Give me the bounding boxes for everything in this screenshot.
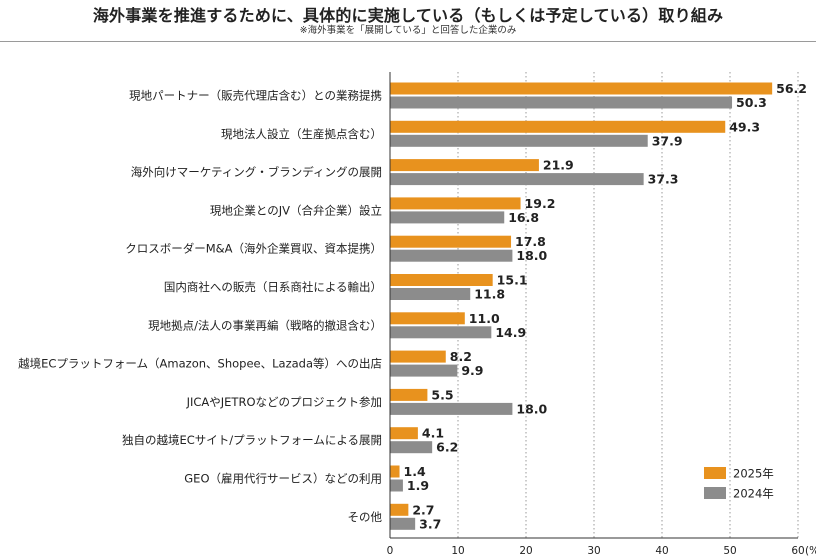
- category-label: 現地法人設立（生産拠点含む）: [221, 127, 382, 141]
- bar-2024: [390, 134, 648, 147]
- bar-2024: [390, 211, 505, 224]
- legend-swatch-2024: [704, 487, 726, 499]
- category-label: 現地パートナー（販売代理店含む）との業務提携: [129, 89, 382, 103]
- category-label: 海外向けマーケティング・ブランディングの展開: [131, 165, 382, 179]
- value-label: 49.3: [729, 119, 760, 134]
- category-label: クロスボーダーM&A（海外企業買収、資本提携）: [125, 242, 382, 256]
- bar-2024: [390, 326, 492, 339]
- value-label: 18.0: [516, 401, 547, 416]
- value-label: 15.1: [497, 273, 528, 288]
- bar-2024: [390, 441, 433, 454]
- value-label: 11.0: [469, 311, 500, 326]
- bar-2024: [390, 364, 458, 377]
- bar-2025: [390, 197, 521, 210]
- value-label: 17.8: [515, 234, 546, 249]
- value-label: 2.7: [412, 502, 434, 517]
- value-label: 8.2: [450, 349, 472, 364]
- category-label: 独自の越境ECサイト/プラットフォームによる展開: [122, 433, 382, 447]
- value-label: 1.9: [407, 478, 429, 493]
- value-label: 3.7: [419, 516, 441, 531]
- value-label: 14.9: [495, 325, 526, 340]
- value-label: 1.4: [404, 464, 426, 479]
- title-divider: [0, 41, 816, 42]
- value-label: 37.9: [652, 133, 683, 148]
- value-label: 50.3: [736, 95, 767, 110]
- value-label: 18.0: [516, 248, 547, 263]
- x-tick-label: 10: [451, 545, 464, 557]
- x-tick-label: 20: [519, 545, 532, 557]
- category-label: 越境ECプラットフォーム（Amazon、Shopee、Lazada等）への出店: [18, 357, 382, 371]
- value-label: 5.5: [431, 387, 453, 402]
- bar-2024: [390, 96, 733, 109]
- bar-2025: [390, 427, 418, 440]
- x-tick-label: 30: [587, 545, 600, 557]
- category-label: その他: [348, 510, 383, 524]
- bar-2025: [390, 235, 512, 248]
- legend-label: 2025年: [733, 467, 774, 481]
- bar-2024: [390, 479, 403, 492]
- bar-2025: [390, 350, 446, 363]
- value-label: 4.1: [422, 426, 444, 441]
- x-tick-label: 0: [387, 545, 394, 557]
- value-label: 21.9: [543, 158, 574, 173]
- x-axis-unit: (%): [805, 545, 816, 557]
- category-label: 国内商社への販売（日系商社による輸出）: [164, 280, 382, 294]
- chart-title: 海外事業を推進するために、具体的に実施している（もしくは予定している）取り組み: [92, 6, 724, 25]
- chart-note: ※海外事業を「展開している」と回答した企業のみ: [299, 25, 517, 36]
- bar-2025: [390, 159, 539, 172]
- bar-2025: [390, 465, 400, 478]
- bar-2025: [390, 120, 726, 133]
- legend-label: 2024年: [733, 487, 774, 501]
- value-label: 11.8: [474, 287, 505, 302]
- bar-2024: [390, 517, 416, 530]
- value-label: 16.8: [508, 210, 539, 225]
- bar-2024: [390, 173, 644, 186]
- category-label: GEO（雇用代行サービス）などの利用: [184, 472, 382, 486]
- value-label: 56.2: [776, 81, 807, 96]
- bar-2024: [390, 249, 513, 262]
- x-tick-label: 40: [655, 545, 668, 557]
- x-tick-label: 60: [791, 545, 804, 557]
- category-label: JICAやJETROなどのプロジェクト参加: [186, 395, 382, 409]
- bar-2025: [390, 312, 465, 325]
- value-label: 9.9: [461, 363, 483, 378]
- bar-2025: [390, 82, 773, 95]
- value-label: 19.2: [525, 196, 556, 211]
- category-label: 現地拠点/法人の事業再編（戦略的撤退含む）: [148, 318, 382, 332]
- bar-2024: [390, 402, 513, 415]
- category-label: 現地企業とのJV（合弁企業）設立: [210, 203, 382, 217]
- legend-swatch-2025: [704, 467, 726, 479]
- bar-2025: [390, 388, 428, 401]
- x-tick-label: 50: [723, 545, 736, 557]
- value-label: 6.2: [436, 440, 458, 455]
- value-label: 37.3: [648, 172, 679, 187]
- bar-2025: [390, 503, 409, 516]
- bar-2024: [390, 288, 471, 300]
- bar-2025: [390, 274, 493, 286]
